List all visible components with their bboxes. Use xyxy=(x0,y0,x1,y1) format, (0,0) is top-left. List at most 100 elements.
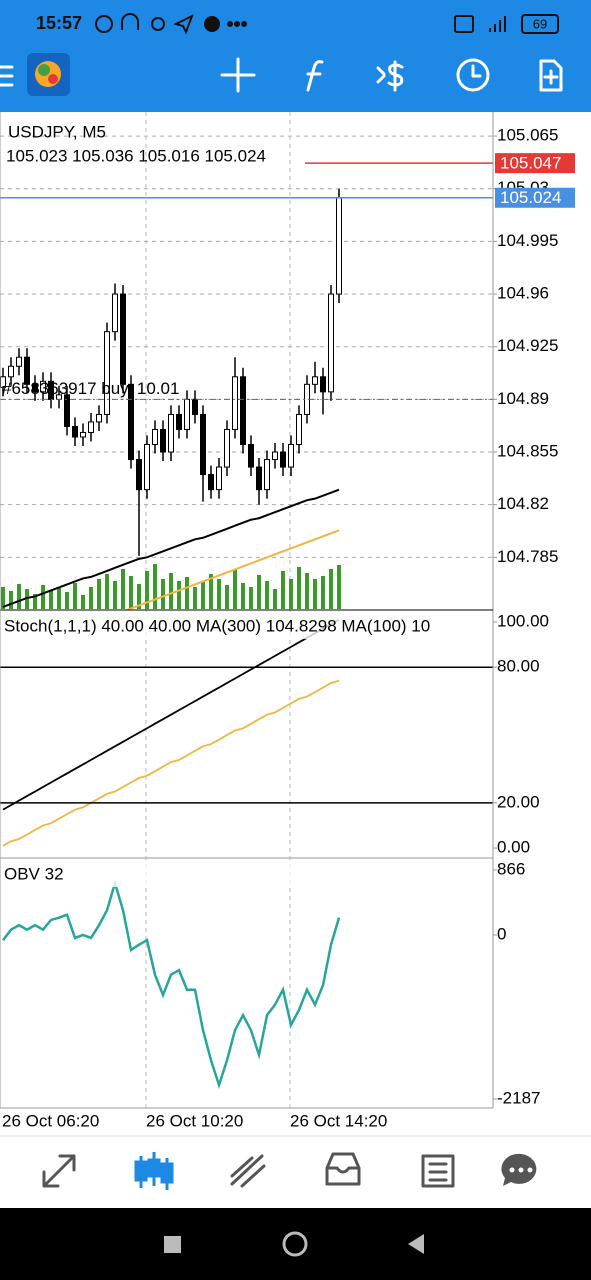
y-tick-label: 104.995 xyxy=(497,231,558,250)
candle-body xyxy=(72,425,78,438)
nav-chart[interactable] xyxy=(134,1152,174,1190)
candle-body xyxy=(328,293,334,393)
volume-bar xyxy=(225,585,229,609)
line-series xyxy=(2,488,340,608)
nav-history[interactable] xyxy=(325,1152,361,1186)
indicators-button[interactable] xyxy=(306,60,324,92)
title-bg xyxy=(1,863,492,887)
y-tick-label: 104.925 xyxy=(497,336,558,355)
status-icons xyxy=(95,13,559,35)
app-header xyxy=(0,0,591,112)
candle-body xyxy=(256,466,262,491)
candle-body xyxy=(80,431,86,438)
candle-body xyxy=(128,383,134,461)
volume-bar xyxy=(193,587,197,609)
panel: 866 0 -2187 OBV 32 xyxy=(1,859,540,1107)
time-axis: 26 Oct 06:20 26 Oct 10:20 26 Oct 14:20 xyxy=(2,1111,387,1130)
time-label: 26 Oct 10:20 xyxy=(146,1111,243,1130)
y-tick-label: 104.89 xyxy=(497,389,549,408)
candle-body xyxy=(248,444,254,468)
timeframe-button[interactable] xyxy=(456,58,490,92)
candle-body xyxy=(24,356,30,385)
volume-bar xyxy=(329,569,333,609)
last-price: 105.024 xyxy=(500,188,561,207)
volume-bar xyxy=(153,564,157,609)
candle-body xyxy=(272,451,278,461)
volume-bar xyxy=(57,588,61,609)
volume-bar xyxy=(201,582,205,609)
volume-bar xyxy=(305,573,309,609)
nav-trade[interactable] xyxy=(230,1154,266,1188)
candle-body xyxy=(336,197,342,295)
candle-body xyxy=(120,293,126,385)
toolbar xyxy=(0,53,563,96)
volume-bar xyxy=(137,584,141,609)
home-button[interactable] xyxy=(282,1231,308,1257)
y-tick-label: -2187 xyxy=(497,1088,540,1107)
candle-body xyxy=(296,413,302,446)
indicator-title: Stoch(1,1,1) 40.00 40.00 MA(300) 104.829… xyxy=(4,616,430,635)
candle-body xyxy=(200,413,206,476)
volume-bar xyxy=(33,594,37,609)
candle-body xyxy=(192,398,198,415)
volume-bar xyxy=(97,579,101,609)
candle-body xyxy=(240,376,246,446)
candle-body xyxy=(112,293,118,333)
volume-bar xyxy=(297,567,301,609)
y-tick-label: 0.00 xyxy=(497,838,530,857)
clock: 15:57 xyxy=(36,13,82,33)
back-button[interactable] xyxy=(408,1234,424,1254)
crosshair-button[interactable] xyxy=(220,57,256,93)
y-tick-label: 104.96 xyxy=(497,284,549,303)
volume-bar xyxy=(145,571,149,609)
volume-bar xyxy=(241,583,245,609)
candle-body xyxy=(224,428,230,468)
candle-body xyxy=(288,444,294,468)
ohlc-label: 105.023 105.036 105.016 105.024 xyxy=(6,146,266,165)
volume-bar xyxy=(65,592,69,609)
candle-body xyxy=(136,459,142,491)
candle-body xyxy=(40,380,46,393)
candle-body xyxy=(96,413,102,423)
volume-bar xyxy=(209,574,213,609)
last-tag xyxy=(495,187,575,208)
y-tick-label: 20.00 xyxy=(497,792,540,811)
volume-bar xyxy=(217,579,221,609)
volume-bar xyxy=(321,576,325,609)
volume-bar xyxy=(257,575,261,609)
candle-body xyxy=(208,474,214,491)
candle-body xyxy=(152,428,158,446)
volume-bar xyxy=(73,583,77,609)
line-series xyxy=(2,679,340,847)
line-series xyxy=(124,529,340,610)
plot-area xyxy=(2,878,341,1090)
panels: 105.065105.03104.995104.96104.925104.891… xyxy=(0,122,575,1107)
volume-bar xyxy=(313,579,317,609)
nav-quotes[interactable] xyxy=(42,1154,76,1188)
recents-button[interactable] xyxy=(164,1236,181,1253)
new-order-button[interactable] xyxy=(539,59,563,92)
volume-bar xyxy=(121,569,125,609)
y-tick-label: 104.855 xyxy=(497,442,558,461)
trade-button[interactable] xyxy=(376,60,404,92)
y-tick-label: 0 xyxy=(497,924,506,943)
volume-bar xyxy=(289,579,293,609)
volume-bar xyxy=(233,569,237,609)
candle-body xyxy=(144,444,150,491)
y-tick-label: 80.00 xyxy=(497,657,540,676)
nav-news[interactable] xyxy=(421,1154,455,1188)
volume-bar xyxy=(105,574,109,609)
time-label: 26 Oct 14:20 xyxy=(290,1111,387,1130)
bid-price: 105.047 xyxy=(500,154,561,173)
plot-area xyxy=(2,618,340,847)
y-tick-label: 104.82 xyxy=(497,494,549,513)
volume-bar xyxy=(249,587,253,609)
candle-body xyxy=(160,428,166,453)
volume-bar xyxy=(177,581,181,609)
menu-button[interactable] xyxy=(0,65,14,87)
volume-bar xyxy=(81,595,85,609)
volume-bar xyxy=(1,587,5,609)
y-tick-label: 104.785 xyxy=(497,547,558,566)
candle-body xyxy=(312,376,318,385)
y-tick-label: 866 xyxy=(497,859,525,878)
